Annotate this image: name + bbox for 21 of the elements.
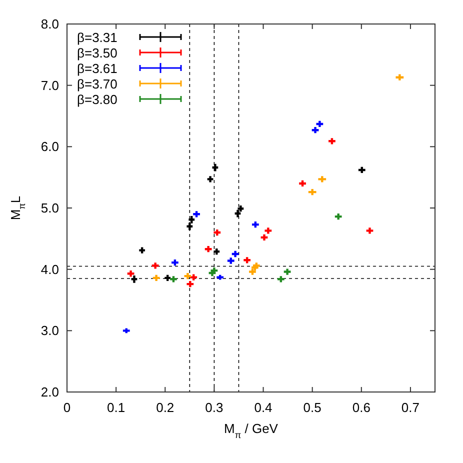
x-axis-title: M$_{π}$ / GeV	[224, 421, 278, 440]
y-tick-label: 8.0	[40, 16, 59, 32]
y-tick-label: 2.0	[40, 384, 59, 400]
y-tick-label: 3.0	[40, 323, 59, 338]
x-tick-label: 0.7	[401, 400, 420, 415]
x-tick-label: 0.6	[352, 400, 370, 415]
legend-label: β=3.61	[77, 61, 118, 76]
x-tick-label: 0.3	[205, 400, 224, 415]
y-tick-label: 6.0	[40, 139, 59, 154]
x-tick-label: 0	[63, 400, 71, 415]
y-tick-label: 7.0	[40, 78, 59, 93]
legend-label: β=3.80	[77, 92, 118, 107]
x-tick-label: 0.5	[303, 400, 322, 415]
legend-label: β=3.70	[77, 76, 118, 92]
legend-label: β=3.50	[77, 46, 118, 60]
x-tick-label: 0.4	[254, 400, 272, 415]
y-tick-label: 5.0	[40, 200, 59, 216]
y-tick-label: 4.0	[40, 262, 59, 277]
x-tick-label: 0.1	[107, 400, 126, 415]
legend-label: β=3.31	[77, 30, 118, 45]
x-tick-label: 0.2	[156, 400, 174, 415]
